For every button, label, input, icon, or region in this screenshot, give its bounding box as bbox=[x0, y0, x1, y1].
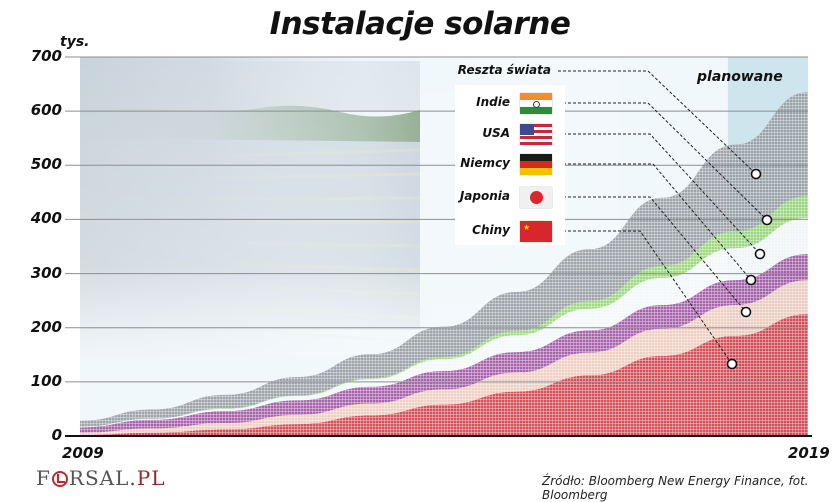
leader-line bbox=[558, 102, 768, 221]
leader-line bbox=[558, 133, 761, 255]
planned-label: planowane bbox=[697, 69, 783, 85]
forsal-logo[interactable]: F RSAL.PL bbox=[36, 466, 165, 490]
leader-line bbox=[558, 163, 752, 281]
logo-text-suffix: RSAL bbox=[68, 466, 130, 490]
marker-circle bbox=[726, 358, 738, 370]
marker-circle bbox=[745, 274, 757, 286]
y-tick-label: 200 bbox=[30, 317, 62, 336]
leader-line bbox=[558, 230, 733, 365]
japan-flag-icon bbox=[520, 187, 552, 208]
series-area-japonia bbox=[80, 280, 808, 435]
legend-label-indie: Indie bbox=[476, 95, 510, 109]
legend-label-reszta-świata: Reszta świata bbox=[457, 63, 551, 77]
source-note: Źródło: Bloomberg New Energy Finance, fo… bbox=[542, 474, 809, 502]
legend-label-japonia: Japonia bbox=[459, 189, 510, 203]
y-tick-label: 500 bbox=[30, 155, 62, 174]
usa-flag-icon bbox=[520, 124, 552, 145]
logo-chart-icon bbox=[51, 471, 68, 487]
logo-text-prefix: F bbox=[36, 466, 51, 490]
legend-label-niemcy: Niemcy bbox=[460, 156, 510, 170]
logo-text-domain: .PL bbox=[129, 466, 166, 490]
legend-label-usa: USA bbox=[482, 126, 510, 140]
series-area-reszta-świata bbox=[80, 92, 808, 427]
leader-line bbox=[558, 196, 747, 313]
marker-circle bbox=[754, 248, 766, 260]
china-flag-icon: ★ bbox=[520, 221, 552, 242]
y-tick-label: 100 bbox=[30, 371, 62, 390]
y-tick-label: 300 bbox=[30, 263, 62, 282]
y-axis-unit: tys. bbox=[60, 34, 90, 50]
y-tick-label: 600 bbox=[30, 101, 62, 120]
marker-circle bbox=[750, 168, 762, 180]
germany-flag-icon bbox=[520, 154, 552, 175]
series-area-chiny bbox=[80, 314, 808, 436]
marker-circle bbox=[740, 306, 752, 318]
india-flag-icon bbox=[520, 93, 552, 114]
y-tick-label: 0 bbox=[51, 426, 62, 444]
x-label-end: 2019 bbox=[788, 444, 830, 462]
y-tick-label: 400 bbox=[30, 209, 62, 228]
x-label-start: 2009 bbox=[62, 444, 104, 462]
marker-circle bbox=[761, 214, 773, 226]
leader-line bbox=[558, 70, 757, 175]
y-tick-label: 700 bbox=[30, 47, 62, 65]
legend-label-chiny: Chiny bbox=[472, 223, 510, 237]
chart-title: Instalacje solarne bbox=[269, 6, 571, 42]
